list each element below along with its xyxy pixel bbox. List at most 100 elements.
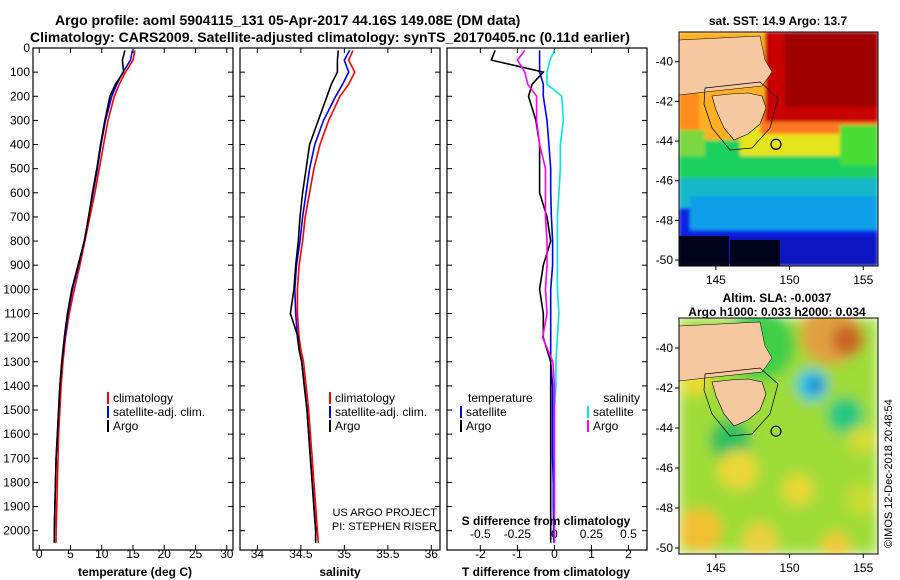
- y-tick-label: 400: [10, 138, 30, 152]
- x-tick-label: -2: [475, 547, 486, 561]
- y-tick-label: 1400: [3, 379, 30, 393]
- Argo-temperature-line: [490, 50, 552, 543]
- y-tick-label: 1200: [3, 331, 30, 345]
- y-tick-label: 2000: [3, 524, 30, 538]
- y-tick-label: 1500: [3, 403, 30, 417]
- x-tick-label: 35: [338, 547, 352, 561]
- y-tick-label: 1000: [3, 282, 30, 296]
- difference-xlabel: T difference from climatology: [462, 565, 630, 579]
- map-x-tick-label: 145: [706, 561, 726, 575]
- salinity-legend-0-label: climatology: [335, 391, 395, 405]
- salinity-plot-frame: [239, 47, 441, 551]
- map-x-tick-label: 155: [853, 273, 873, 287]
- map-y-tick-label: -50: [656, 541, 674, 555]
- landmass: [679, 35, 773, 96]
- difference-legend: temperature salinitysatelliteArgosatellit…: [460, 391, 640, 433]
- shelf-contour: [703, 81, 779, 151]
- sla-map: Altim. SLA: -0.0037 Argo h1000: 0.033 h2…: [656, 291, 879, 575]
- satellite-adj. clim.-line: [53, 50, 134, 543]
- temperature-xlabel: temperature (deg C): [78, 565, 192, 579]
- y-tick-label: 300: [10, 113, 30, 127]
- temperature-legend-2-label: Argo: [113, 419, 139, 433]
- map-y-tick-label: -50: [656, 253, 674, 267]
- x-tick-label: 1: [588, 547, 595, 561]
- difference-plot-frame: [446, 47, 648, 551]
- difference-legend-sal-argo-label: Argo: [593, 419, 619, 433]
- top-x-tick-label: -0.5: [470, 527, 491, 541]
- y-tick-label: 1800: [3, 475, 30, 489]
- satellite-adj. clim.-line: [293, 50, 351, 543]
- salinity-legend-title: salinity: [603, 391, 640, 405]
- x-tick-label: 5: [67, 547, 74, 561]
- difference-panel: -2 -1 0 1 2-0.5 -0.25 0 0.25 0.5 T difference fr…: [446, 47, 648, 579]
- top-x-tick-label: 0.5: [620, 527, 637, 541]
- difference-legend-temp-satellite-label: satellite: [466, 405, 507, 419]
- temperature-panel: 0100200300400500600700800900100011001200…: [3, 41, 233, 579]
- y-tick-label: 700: [10, 210, 30, 224]
- y-tick-label: 100: [10, 65, 30, 79]
- climatology-line: [296, 50, 356, 543]
- salinity-legend-2-label: Argo: [335, 419, 361, 433]
- salinity-legend-1-label: satellite-adj. clim.: [335, 405, 427, 419]
- x-tick-label: 36: [425, 547, 439, 561]
- sst-map: sat. SST: 14.9 Argo: 13.7: [656, 14, 879, 287]
- map-y-tick-label: -40: [656, 341, 674, 355]
- map-x-tick-label: 145: [706, 273, 726, 287]
- map-y-tick-label: -44: [656, 421, 674, 435]
- map-y-tick-label: -42: [656, 94, 674, 108]
- y-tick-label: 200: [10, 89, 30, 103]
- sst-map-frame: [678, 31, 879, 267]
- x-tick-label: 2: [625, 547, 632, 561]
- map-y-tick-label: -48: [656, 501, 674, 515]
- temperature-plot-frame: [32, 47, 234, 551]
- y-tick-label: 1300: [3, 355, 30, 369]
- sla-map-title-line1: Altim. SLA: -0.0037: [723, 291, 832, 305]
- top-x-tick-label: 0.25: [580, 527, 604, 541]
- map-y-tick-label: -48: [656, 213, 674, 227]
- temperature-legend-0-label: climatology: [113, 391, 173, 405]
- x-tick-label: 35.5: [376, 547, 400, 561]
- x-tick-label: 20: [158, 547, 172, 561]
- x-tick-label: 34: [251, 547, 265, 561]
- tasmania: [711, 378, 767, 427]
- x-tick-label: 0: [551, 547, 558, 561]
- y-tick-label: 500: [10, 162, 30, 176]
- landmass: [679, 321, 773, 382]
- imos-stamp: ©IMOS 12-Dec-2018 20:48:54: [883, 399, 895, 548]
- map-y-tick-label: -46: [656, 174, 674, 188]
- difference-legend-temp-argo-label: Argo: [466, 419, 492, 433]
- y-tick-label: 1900: [3, 500, 30, 514]
- top-x-tick-label: -0.25: [504, 527, 532, 541]
- map-x-tick-label: 150: [780, 273, 800, 287]
- x-tick-label: 30: [220, 547, 234, 561]
- credit-pi: PI: STEPHEN RISER: [332, 521, 437, 533]
- figure-title-line1: Argo profile: aoml 5904115_131 05-Apr-20…: [55, 12, 520, 28]
- Argo-line: [289, 50, 340, 543]
- map-x-tick-label: 150: [780, 561, 800, 575]
- x-tick-label: 10: [95, 547, 109, 561]
- map-y-tick-label: -40: [656, 55, 674, 69]
- credit-project: US ARGO PROJECT: [332, 507, 437, 519]
- y-tick-label: 0: [23, 41, 30, 55]
- x-tick-label: 0: [36, 547, 43, 561]
- satellite-temperature-line: [538, 50, 555, 543]
- map-y-tick-label: -44: [656, 134, 674, 148]
- salinity-xlabel: salinity: [319, 565, 361, 579]
- x-tick-label: 25: [189, 547, 203, 561]
- x-tick-label: 34.5: [289, 547, 313, 561]
- profile-location-marker: [770, 425, 782, 437]
- y-tick-label: 900: [10, 258, 30, 272]
- map-x-tick-label: 155: [853, 561, 873, 575]
- y-tick-label: 1100: [4, 306, 30, 320]
- y-tick-label: 1600: [3, 427, 30, 441]
- map-y-tick-label: -42: [656, 381, 674, 395]
- profile-location-marker: [770, 138, 782, 150]
- Argo-salinity-line: [516, 49, 556, 543]
- sla-map-frame: [678, 317, 879, 555]
- sst-map-title: sat. SST: 14.9 Argo: 13.7: [709, 14, 848, 28]
- figure-title-line2: Climatology: CARS2009. Satellite-adjuste…: [30, 29, 630, 45]
- Argo-line: [53, 50, 126, 543]
- difference-legend-sal-satellite-label: satellite: [593, 405, 634, 419]
